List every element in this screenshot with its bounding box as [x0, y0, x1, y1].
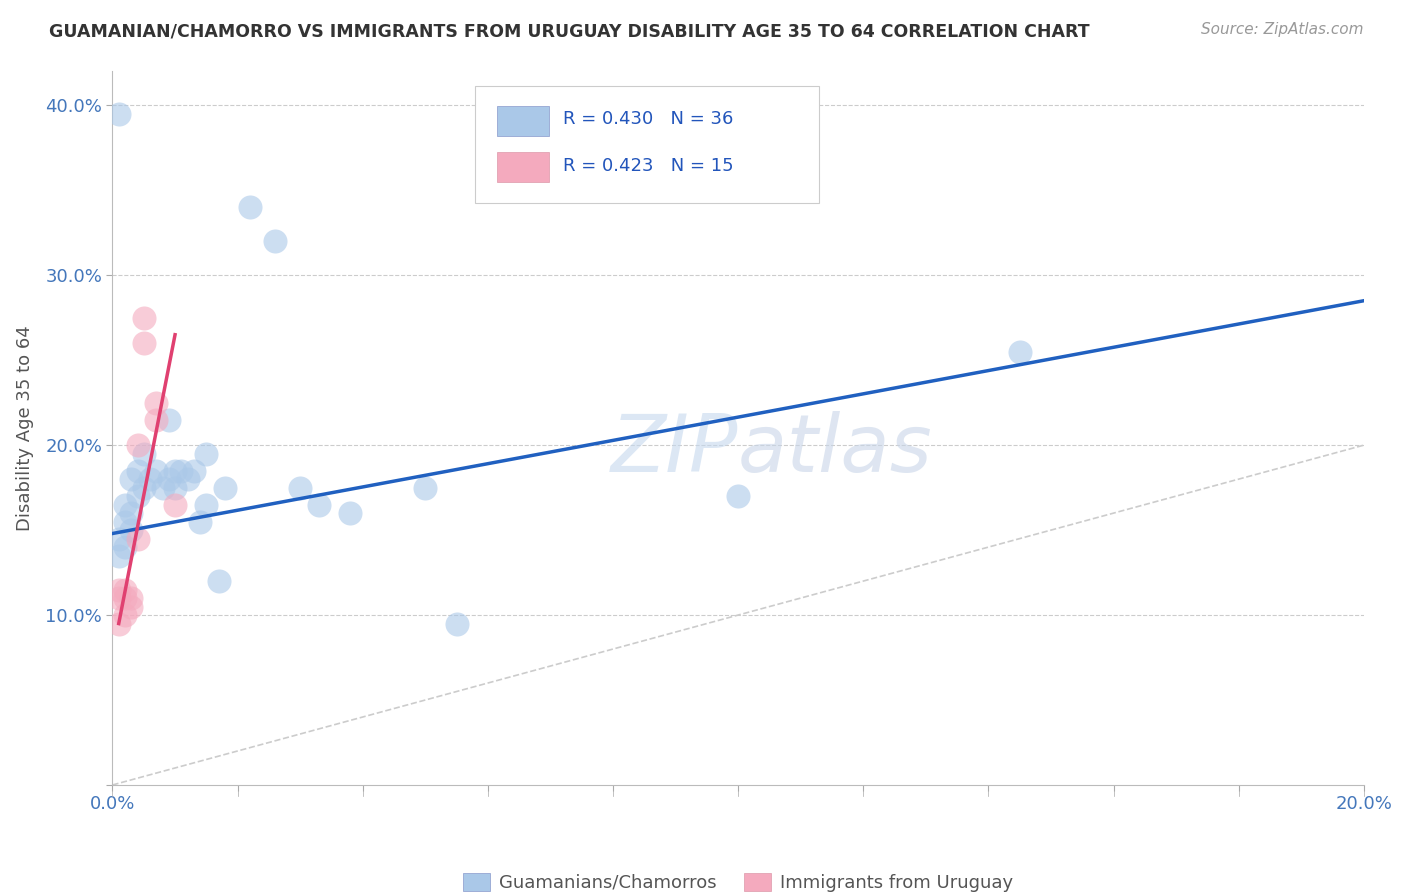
Point	[195, 498, 218, 512]
Point	[195, 447, 218, 461]
Point	[120, 591, 142, 605]
Point	[157, 412, 180, 426]
Point	[127, 464, 149, 478]
FancyBboxPatch shape	[496, 105, 550, 136]
Point	[114, 591, 136, 605]
Point	[183, 464, 205, 478]
Text: R = 0.430   N = 36: R = 0.430 N = 36	[562, 111, 734, 128]
Point	[132, 310, 155, 325]
Text: GUAMANIAN/CHAMORRO VS IMMIGRANTS FROM URUGUAY DISABILITY AGE 35 TO 64 CORRELATIO: GUAMANIAN/CHAMORRO VS IMMIGRANTS FROM UR…	[49, 22, 1090, 40]
Point	[290, 481, 312, 495]
Point	[163, 498, 186, 512]
Point	[163, 481, 186, 495]
Point	[1008, 344, 1031, 359]
Point	[145, 395, 167, 409]
Point	[308, 498, 330, 512]
Point	[107, 591, 129, 605]
Point	[132, 481, 155, 495]
Point	[127, 489, 149, 503]
Point	[120, 472, 142, 486]
Point	[132, 336, 155, 351]
Point	[145, 464, 167, 478]
Point	[415, 481, 437, 495]
Point	[188, 515, 211, 529]
Point	[114, 515, 136, 529]
Point	[114, 498, 136, 512]
Point	[127, 532, 149, 546]
Point	[120, 523, 142, 537]
Point	[163, 464, 186, 478]
Point	[446, 616, 468, 631]
Point	[239, 200, 262, 214]
Point	[114, 540, 136, 554]
Point	[107, 582, 129, 597]
Point	[214, 481, 236, 495]
Point	[157, 472, 180, 486]
Point	[120, 599, 142, 614]
Text: Source: ZipAtlas.com: Source: ZipAtlas.com	[1201, 22, 1364, 37]
Point	[727, 489, 749, 503]
Point	[120, 506, 142, 520]
Point	[145, 412, 167, 426]
Y-axis label: Disability Age 35 to 64: Disability Age 35 to 64	[15, 326, 34, 531]
Point	[114, 608, 136, 623]
Point	[107, 107, 129, 121]
Point	[107, 616, 129, 631]
Point	[170, 464, 193, 478]
Text: ZIP: ZIP	[610, 410, 738, 489]
FancyBboxPatch shape	[496, 152, 550, 182]
Point	[107, 532, 129, 546]
Text: R = 0.423   N = 15: R = 0.423 N = 15	[562, 157, 734, 175]
Point	[264, 234, 287, 248]
Point	[107, 549, 129, 563]
Point	[132, 447, 155, 461]
Point	[208, 574, 231, 588]
Point	[152, 481, 174, 495]
Point	[114, 582, 136, 597]
Point	[127, 438, 149, 452]
Point	[139, 472, 162, 486]
Legend: Guamanians/Chamorros, Immigrants from Uruguay: Guamanians/Chamorros, Immigrants from Ur…	[456, 865, 1021, 892]
Text: atlas: atlas	[738, 410, 934, 489]
Point	[339, 506, 361, 520]
Point	[176, 472, 198, 486]
FancyBboxPatch shape	[475, 86, 820, 203]
